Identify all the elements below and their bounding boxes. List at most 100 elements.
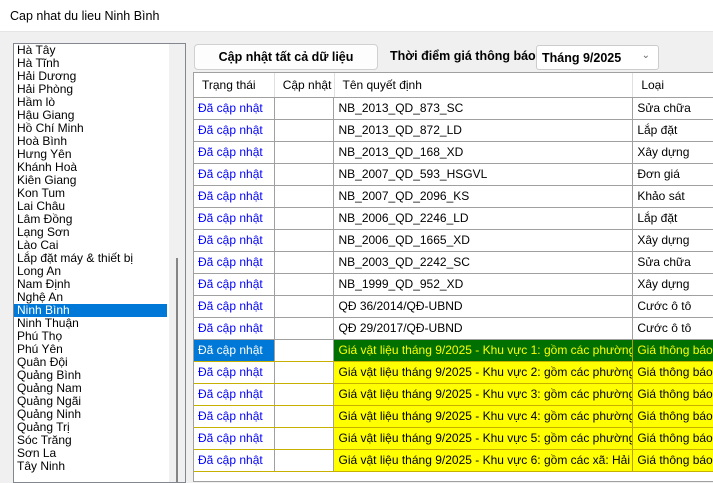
type-cell[interactable]: Xây dựng [633, 274, 713, 295]
update-cell[interactable] [275, 340, 335, 361]
name-cell[interactable]: QĐ 29/2017/QĐ-UBND [334, 318, 634, 339]
update-cell[interactable] [275, 384, 335, 405]
table-row[interactable]: Đã cập nhật NB_2006_QD_1665_XD Xây dựng [194, 230, 713, 252]
type-cell[interactable]: Cước ô tô [633, 318, 713, 339]
province-item[interactable]: Hậu Giang [17, 108, 75, 122]
table-row[interactable]: Đã cập nhật NB_2013_QD_168_XD Xây dựng [194, 142, 713, 164]
type-cell[interactable]: Đơn giá [633, 164, 713, 185]
province-item[interactable]: Quảng Ninh [17, 407, 82, 421]
type-cell[interactable]: Sửa chữa [633, 98, 713, 119]
update-cell[interactable] [275, 406, 335, 427]
table-row[interactable]: Đã cập nhật NB_2006_QD_2246_LD Lắp đặt [194, 208, 713, 230]
table-row[interactable]: Đã cập nhật Giá vật liệu tháng 9/2025 - K… [194, 450, 713, 472]
type-cell[interactable]: Giá thông báo [633, 362, 713, 383]
province-item[interactable]: Lào Cai [17, 238, 59, 252]
table-row[interactable]: Đã cập nhật Giá vật liệu tháng 9/2025 - K… [194, 340, 713, 362]
province-item[interactable]: Hải Dương [17, 69, 77, 83]
province-item[interactable]: Quảng Bình [17, 368, 82, 382]
update-cell[interactable] [275, 450, 335, 471]
status-cell[interactable]: Đã cập nhật [194, 428, 275, 449]
status-cell[interactable]: Đã cập nhật [194, 296, 275, 317]
province-list[interactable]: Hà Tây Hà Tĩnh Hải Dương Hải Phòng Hầm lò Hậu… [13, 43, 186, 483]
update-cell[interactable] [275, 186, 335, 207]
province-item[interactable]: Hầm lò [17, 95, 56, 109]
province-item[interactable]: Hải Phòng [17, 82, 74, 96]
update-cell[interactable] [275, 362, 335, 383]
name-cell[interactable]: Giá vật liệu tháng 9/2025 - Khu vực 2: g… [334, 362, 634, 383]
status-cell[interactable]: Đã cập nhật [194, 362, 275, 383]
table-row[interactable]: Đã cập nhật QĐ 29/2017/QĐ-UBND Cước ô tô [194, 318, 713, 340]
province-item[interactable]: Quảng Ngãi [17, 394, 82, 408]
update-cell[interactable] [275, 296, 335, 317]
name-cell[interactable]: NB_2013_QD_168_XD [334, 142, 634, 163]
province-item[interactable]: Sơn La [17, 446, 57, 460]
update-cell[interactable] [275, 164, 335, 185]
status-cell[interactable]: Đã cập nhật [194, 164, 275, 185]
type-cell[interactable]: Lắp đặt [633, 120, 713, 141]
province-item[interactable]: Lắp đặt máy & thiết bị [17, 251, 134, 265]
province-item[interactable]: Tây Ninh [17, 459, 66, 473]
update-cell[interactable] [275, 120, 335, 141]
header-status[interactable]: Trạng thái [194, 73, 275, 97]
status-cell[interactable]: Đã cập nhật [194, 252, 275, 273]
province-item[interactable]: Lai Châu [17, 199, 66, 213]
status-cell[interactable]: Đã cập nhật [194, 406, 275, 427]
name-cell[interactable]: NB_1999_QD_952_XD [334, 274, 634, 295]
status-cell[interactable]: Đã cập nhật [194, 318, 275, 339]
status-cell[interactable]: Đã cập nhật [194, 98, 275, 119]
name-cell[interactable]: NB_2006_QD_1665_XD [334, 230, 634, 251]
province-item[interactable]: Quảng Trị [17, 420, 70, 434]
status-cell[interactable]: Đã cập nhật [194, 230, 275, 251]
update-cell[interactable] [275, 274, 335, 295]
province-item[interactable]: Long An [17, 264, 62, 278]
status-cell[interactable]: Đã cập nhật [194, 120, 275, 141]
time-select[interactable]: Tháng 9/2025 ⌄ [536, 45, 659, 70]
province-item[interactable]: Ninh Bình [14, 304, 167, 317]
name-cell[interactable]: NB_2006_QD_2246_LD [334, 208, 634, 229]
name-cell[interactable]: QĐ 36/2014/QĐ-UBND [334, 296, 634, 317]
type-cell[interactable]: Xây dựng [633, 230, 713, 251]
table-row[interactable]: Đã cập nhật Giá vật liệu tháng 9/2025 - K… [194, 406, 713, 428]
province-item[interactable]: Khánh Hoà [17, 160, 78, 174]
status-cell[interactable]: Đã cập nhật [194, 450, 275, 471]
province-item[interactable]: Kon Tum [17, 186, 66, 200]
status-cell[interactable]: Đã cập nhật [194, 186, 275, 207]
update-cell[interactable] [275, 252, 335, 273]
update-cell[interactable] [275, 318, 335, 339]
type-cell[interactable]: Giá thông báo [633, 450, 713, 471]
province-item[interactable]: Hà Tây [17, 43, 56, 57]
type-cell[interactable]: Giá thông báo [633, 406, 713, 427]
name-cell[interactable]: Giá vật liệu tháng 9/2025 - Khu vực 3: g… [334, 384, 634, 405]
decision-grid[interactable]: Trạng thái Cập nhật Tên quyết định Loại … [193, 72, 713, 482]
province-item[interactable]: Hồ Chí Minh [17, 121, 84, 135]
status-cell[interactable]: Đã cập nhật [194, 208, 275, 229]
table-row[interactable]: Đã cập nhật NB_2013_QD_872_LD Lắp đặt [194, 120, 713, 142]
province-item[interactable]: Lâm Đồng [17, 212, 73, 226]
type-cell[interactable]: Lắp đặt [633, 208, 713, 229]
update-cell[interactable] [275, 208, 335, 229]
update-all-button[interactable]: Cập nhật tất cả dữ liệu [194, 44, 378, 70]
name-cell[interactable]: NB_2003_QD_2242_SC [334, 252, 634, 273]
update-cell[interactable] [275, 428, 335, 449]
type-cell[interactable]: Sửa chữa [633, 252, 713, 273]
province-item[interactable]: Nam Định [17, 277, 71, 291]
province-item[interactable]: Hoà Bình [17, 134, 68, 148]
name-cell[interactable]: Giá vật liệu tháng 9/2025 - Khu vực 6: g… [334, 450, 634, 471]
province-item[interactable]: Hưng Yên [17, 147, 72, 161]
province-item[interactable]: Hà Tĩnh [17, 56, 60, 70]
name-cell[interactable]: NB_2013_QD_872_LD [334, 120, 634, 141]
province-item[interactable]: Quảng Nam [17, 381, 82, 395]
type-cell[interactable]: Giá thông báo [633, 340, 713, 361]
status-cell[interactable]: Đã cập nhật [194, 274, 275, 295]
name-cell[interactable]: Giá vật liệu tháng 9/2025 - Khu vực 4: g… [334, 406, 634, 427]
header-update[interactable]: Cập nhật [275, 73, 335, 97]
type-cell[interactable]: Xây dựng [633, 142, 713, 163]
list-scrollbar[interactable] [169, 44, 185, 482]
table-row[interactable]: Đã cập nhật NB_1999_QD_952_XD Xây dựng [194, 274, 713, 296]
table-row[interactable]: Đã cập nhật Giá vật liệu tháng 9/2025 - K… [194, 384, 713, 406]
name-cell[interactable]: Giá vật liệu tháng 9/2025 - Khu vực 1: g… [334, 340, 634, 361]
type-cell[interactable]: Khảo sát [633, 186, 713, 207]
type-cell[interactable]: Giá thông báo [633, 384, 713, 405]
table-row[interactable]: Đã cập nhật Giá vật liệu tháng 9/2025 - K… [194, 428, 713, 450]
header-type[interactable]: Loại [633, 73, 713, 97]
